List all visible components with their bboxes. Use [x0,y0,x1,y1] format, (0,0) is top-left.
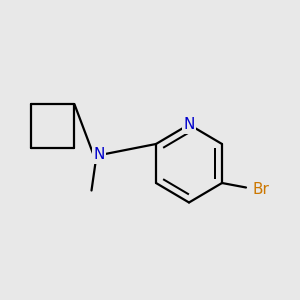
Text: N: N [93,147,105,162]
Text: Br: Br [252,182,269,196]
Text: N: N [183,117,195,132]
